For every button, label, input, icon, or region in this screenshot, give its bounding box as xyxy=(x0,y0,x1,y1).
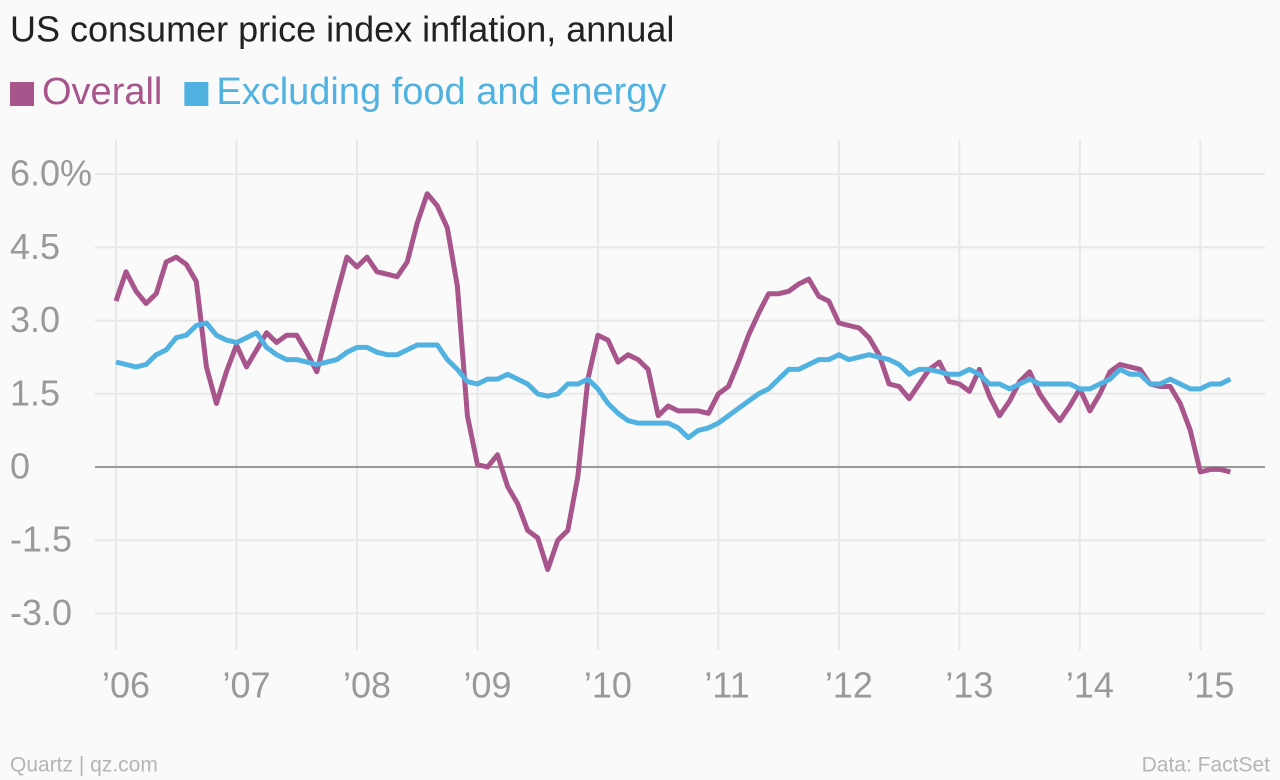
y-tick-label: -1.5 xyxy=(10,519,72,560)
x-tick-label: ’15 xyxy=(1186,665,1234,706)
y-tick-label: 6.0% xyxy=(10,153,92,194)
x-tick-label: ’10 xyxy=(584,665,632,706)
legend-swatch xyxy=(184,82,209,106)
y-tick-label: -3.0 xyxy=(10,592,72,633)
y-tick-label: 0 xyxy=(10,446,30,487)
y-tick-label: 1.5 xyxy=(10,372,60,413)
y-tick-label: 3.0 xyxy=(10,299,60,340)
x-tick-label: ’07 xyxy=(222,665,270,706)
x-tick-label: ’13 xyxy=(945,665,993,706)
chart-title: US consumer price index inflation, annua… xyxy=(10,9,674,50)
x-tick-label: ’06 xyxy=(102,665,150,706)
legend-swatch xyxy=(10,82,34,106)
x-tick-label: ’14 xyxy=(1066,665,1114,706)
series-line xyxy=(115,320,1232,441)
source: Data: FactSet xyxy=(1142,754,1271,777)
legend-label: Excluding food and energy xyxy=(216,71,666,113)
series-line xyxy=(113,191,1232,572)
x-tick-label: ’12 xyxy=(825,665,873,706)
x-tick-label: ’08 xyxy=(343,665,391,706)
credit: Quartz | qz.com xyxy=(10,754,158,777)
y-tick-label: 4.5 xyxy=(10,226,60,267)
x-tick-label: ’09 xyxy=(463,665,511,706)
x-tick-label: ’11 xyxy=(704,665,749,706)
legend-label: Overall xyxy=(42,71,162,113)
